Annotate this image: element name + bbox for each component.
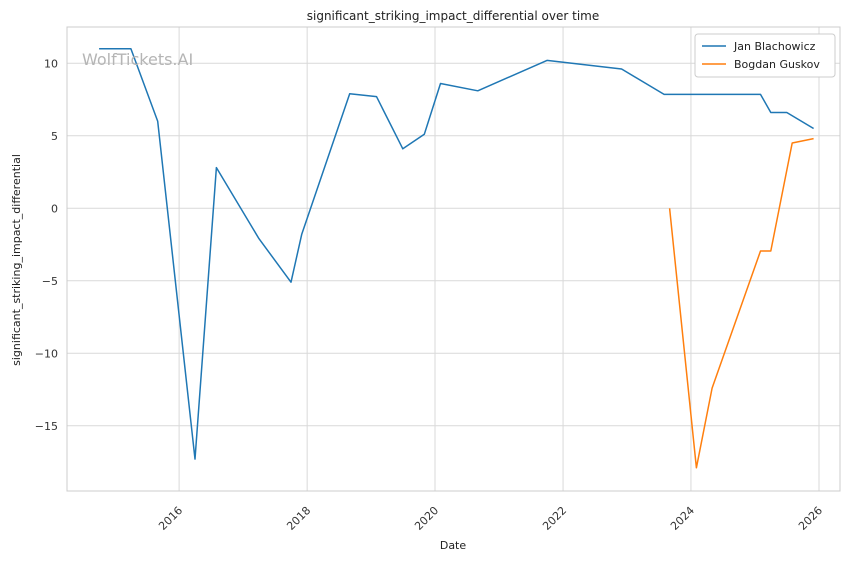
watermark: WolfTickets.AI [82, 50, 193, 69]
series-lines [99, 48, 814, 469]
y-tick-labels: 10 5 0 −5 −10 −15 [35, 57, 58, 433]
y-tick-label: 10 [44, 57, 58, 70]
y-tick-label: 0 [51, 202, 58, 215]
x-tick-label: 2020 [412, 504, 441, 533]
grid [67, 27, 840, 491]
series-line-bogdan-guskov [668, 137, 814, 469]
x-tick-label: 2026 [796, 504, 825, 533]
y-tick-label: −15 [35, 420, 58, 433]
y-tick-label: −10 [35, 347, 58, 360]
legend-box [694, 33, 836, 78]
x-tick-label: 2022 [540, 504, 569, 533]
y-tick-label: −5 [42, 275, 58, 288]
x-axis-label: Date [440, 539, 467, 552]
legend-label-bogdan-guskov: Bogdan Guskov [734, 58, 820, 71]
x-tick-label: 2024 [668, 504, 697, 533]
chart-title: significant_striking_impact_differential… [307, 9, 599, 23]
x-tick-label: 2016 [156, 504, 185, 533]
plot-area [66, 26, 841, 492]
y-axis-label: significant_striking_impact_differential [10, 154, 23, 366]
x-tick-label: 2018 [284, 504, 313, 533]
legend-label-jan-blachowicz: Jan Blachowicz [733, 40, 816, 53]
legend: Jan Blachowicz Bogdan Guskov [694, 33, 836, 78]
series-line-jan-blachowicz [99, 48, 814, 460]
y-tick-label: 5 [51, 130, 58, 143]
x-tick-labels: 2016 2018 2020 2022 2024 2026 [156, 504, 825, 533]
